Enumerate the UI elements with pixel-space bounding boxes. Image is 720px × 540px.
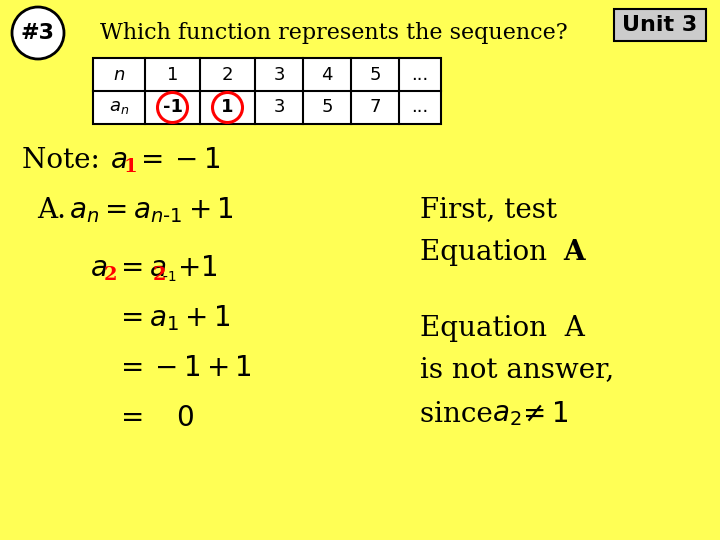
Text: $= a_1 + 1$: $= a_1 + 1$: [115, 303, 230, 333]
Text: Unit 3: Unit 3: [622, 15, 698, 35]
FancyBboxPatch shape: [93, 58, 441, 124]
Text: 7: 7: [369, 98, 381, 117]
Text: 4: 4: [321, 65, 333, 84]
Text: -1: -1: [163, 98, 182, 117]
Text: $n$: $n$: [113, 65, 125, 84]
Text: First, test: First, test: [420, 197, 557, 224]
Text: $a$: $a$: [90, 254, 107, 281]
Text: $_{\text{-1}}$: $_{\text{-1}}$: [162, 266, 176, 284]
Text: 1: 1: [221, 98, 234, 117]
Text: Equation  A: Equation A: [420, 314, 585, 341]
Text: $\neq 1$: $\neq 1$: [517, 402, 568, 429]
Text: $= -1 + 1$: $= -1 + 1$: [115, 354, 252, 381]
Text: 3: 3: [274, 65, 284, 84]
Text: since: since: [420, 402, 502, 429]
Text: 3: 3: [274, 98, 284, 117]
Text: ...: ...: [411, 65, 428, 84]
Text: 2: 2: [153, 266, 166, 284]
Text: 1: 1: [167, 65, 178, 84]
Text: #3: #3: [21, 23, 55, 43]
Text: 5: 5: [369, 65, 381, 84]
Circle shape: [12, 7, 64, 59]
Text: A: A: [563, 240, 585, 267]
Text: 2: 2: [222, 65, 233, 84]
Text: 2: 2: [104, 266, 117, 284]
Text: $= \quad 0$: $= \quad 0$: [115, 404, 194, 431]
Text: $= a$: $= a$: [115, 254, 166, 281]
Text: $\boldsymbol{a_2}$: $\boldsymbol{a_2}$: [492, 402, 521, 429]
Text: Equation: Equation: [420, 240, 564, 267]
Text: 1: 1: [124, 158, 138, 176]
Text: $= -1$: $= -1$: [135, 146, 220, 173]
Text: Which function represents the sequence?: Which function represents the sequence?: [100, 22, 567, 44]
Text: Note:: Note:: [22, 146, 109, 173]
Text: $a_n = a_{n\text{-}1} + 1$: $a_n = a_{n\text{-}1} + 1$: [69, 195, 234, 225]
Text: $a_n$: $a_n$: [109, 98, 129, 117]
Text: $+ 1$: $+ 1$: [177, 254, 217, 281]
Text: $a$: $a$: [110, 146, 127, 173]
Text: is not answer,: is not answer,: [420, 356, 614, 383]
Text: 5: 5: [321, 98, 333, 117]
FancyBboxPatch shape: [614, 9, 706, 41]
Text: ...: ...: [411, 98, 428, 117]
Text: A.: A.: [37, 197, 66, 224]
